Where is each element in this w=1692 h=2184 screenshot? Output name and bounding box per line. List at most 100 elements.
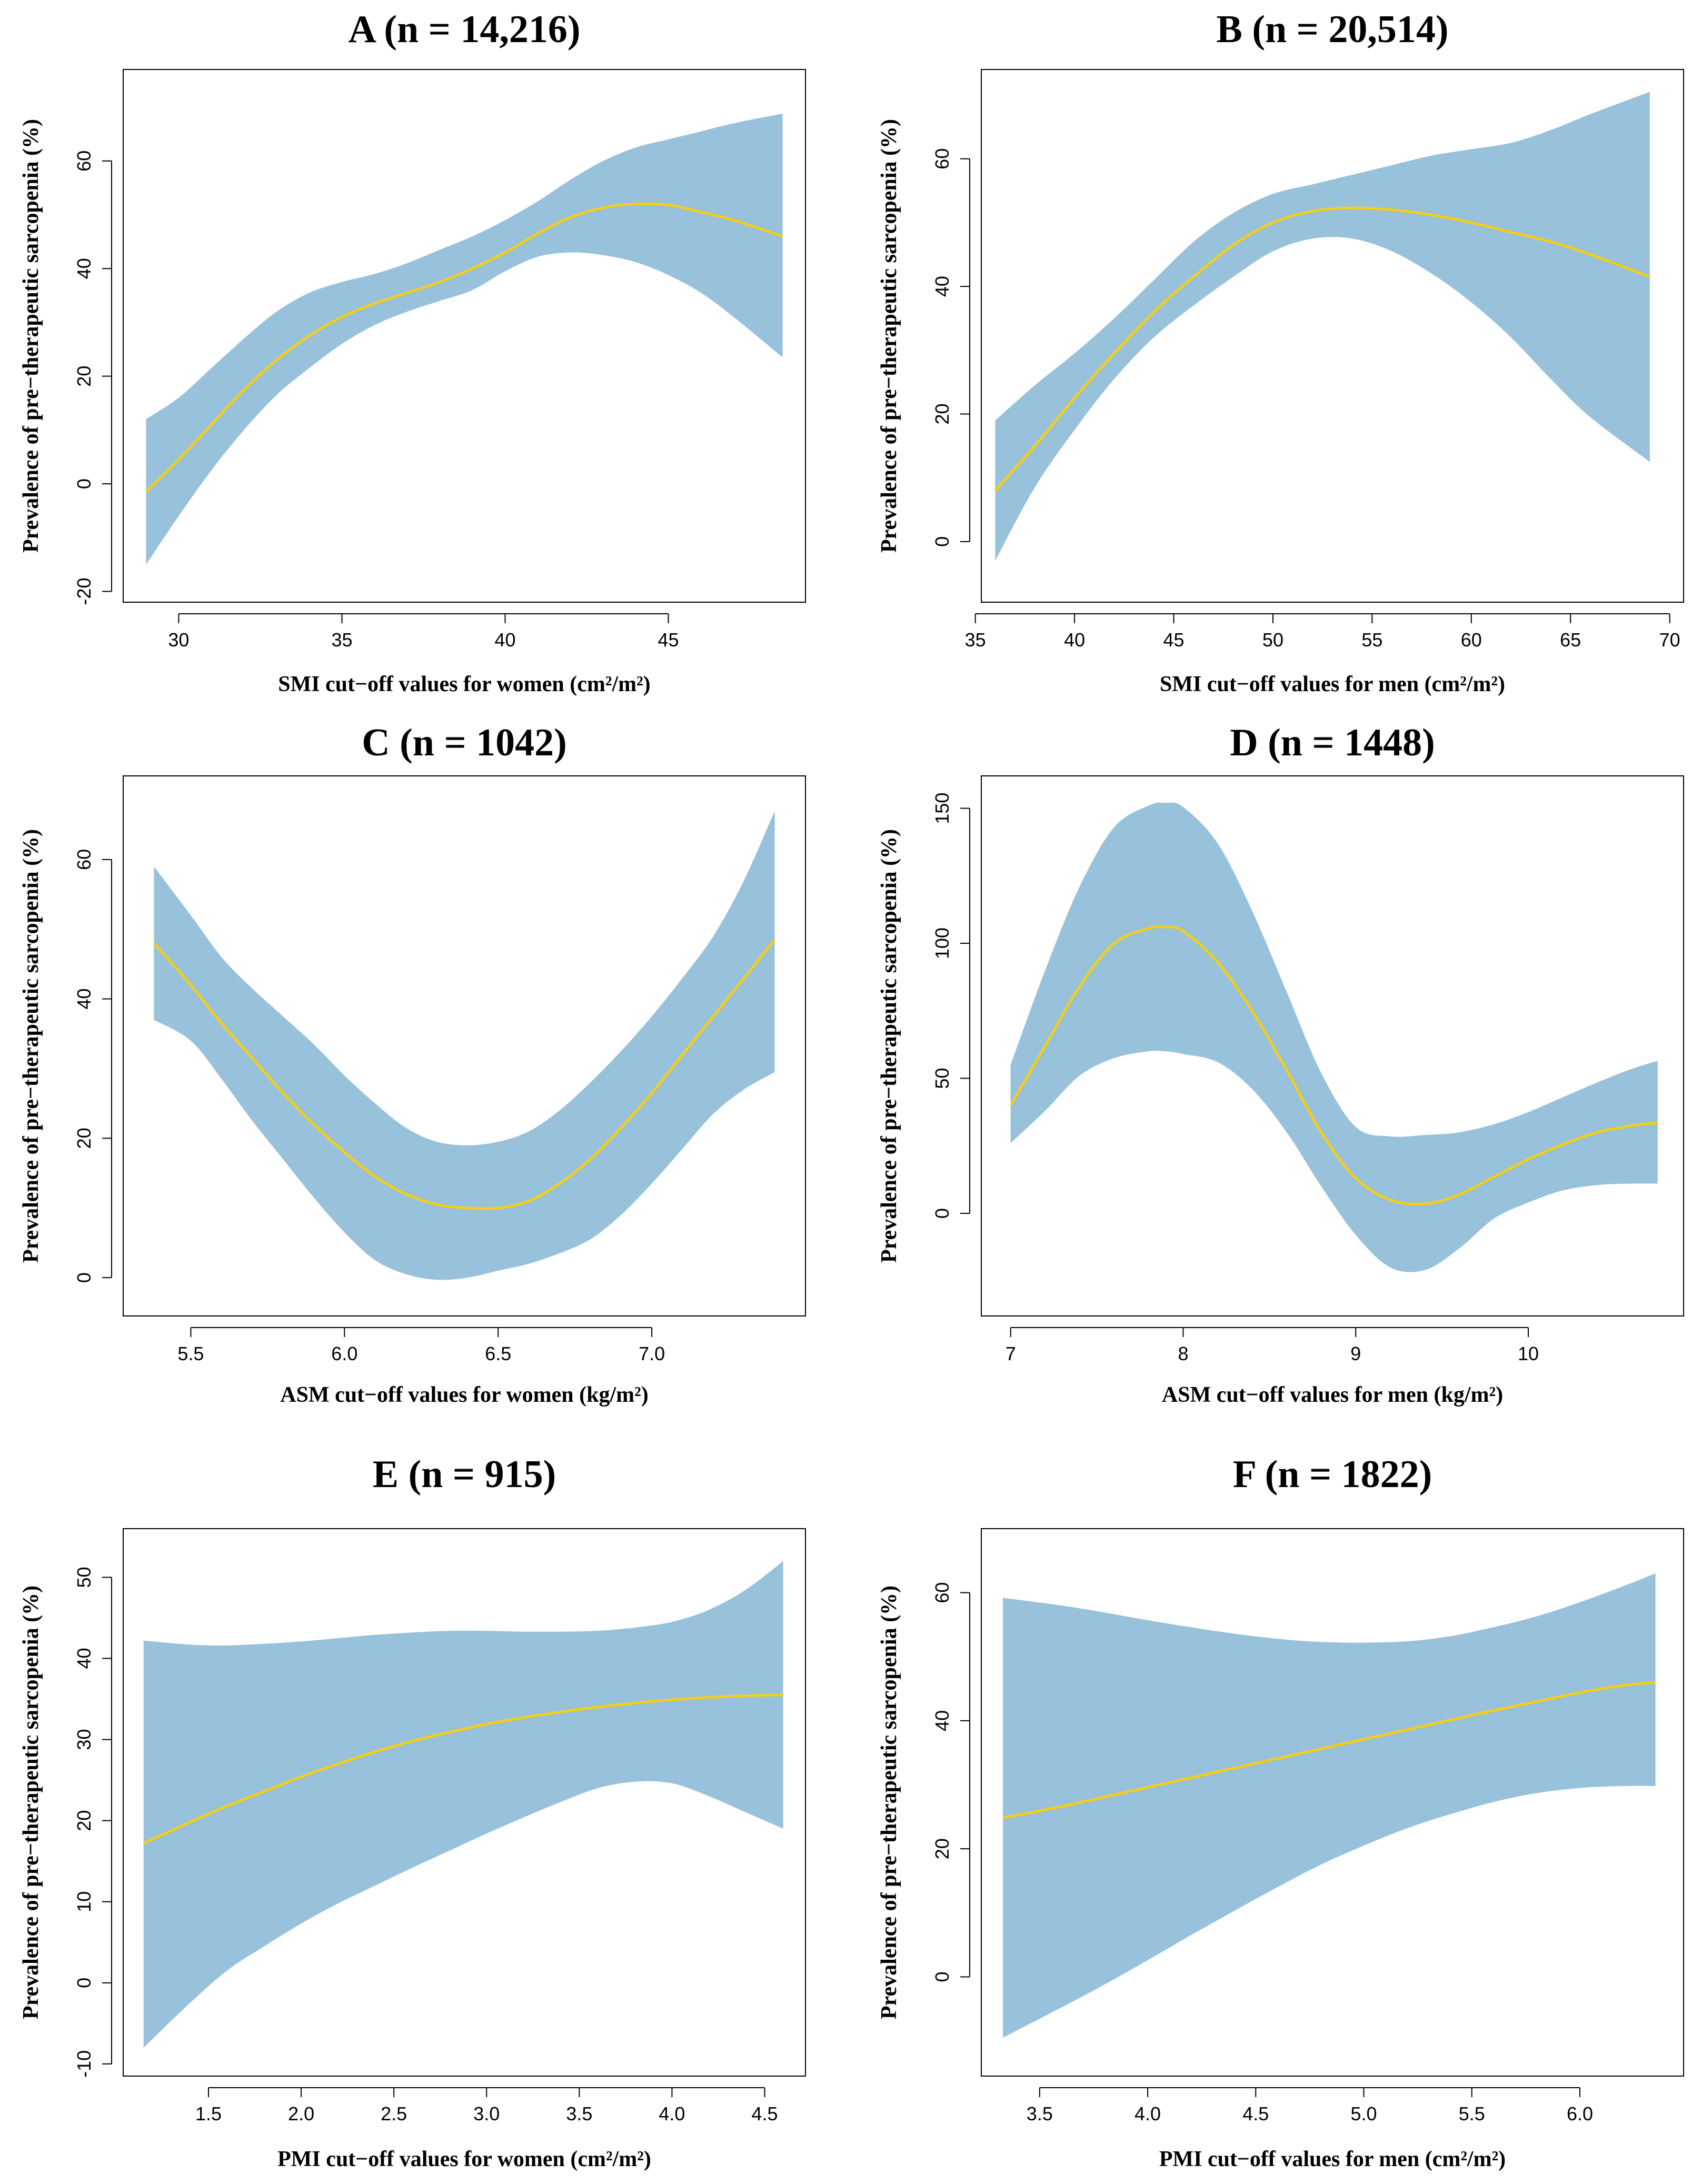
x-tick-label-b-7: 70: [1659, 629, 1680, 651]
chart-panel-a: A (n = 14,216) 30 35 40 45 -20 0 20 40 60 SMI cut−…: [19, 8, 806, 696]
panel-title-f: F (n = 1822): [1233, 1453, 1432, 1496]
fitted-curve-a: [145, 202, 783, 493]
y-tick-label-e-1: 0: [73, 1978, 95, 1988]
x-tick-label-c-0: 5.5: [177, 1343, 204, 1364]
chart-panel-c: C (n = 1042) 5.5 6.0 6.5 7.0 0 20 40 60 ASM cut−o…: [19, 721, 806, 1407]
y-tick-label-e-6: 50: [73, 1567, 95, 1588]
confidence-band-a: [146, 113, 783, 565]
x-tick-label-d-0: 7: [1006, 1343, 1016, 1364]
panel-title-a: A (n = 14,216): [349, 8, 581, 51]
y-axis-label-e: Prevalence of pre−therapeutic sarcopenia…: [19, 1585, 43, 2019]
x-tick-label-b-3: 50: [1262, 629, 1283, 651]
y-tick-label-b-3: 60: [931, 148, 953, 169]
plot-frame-d: [981, 775, 1684, 1317]
x-tick-label-e-4: 3.5: [566, 2103, 592, 2125]
y-tick-label-f-2: 40: [931, 1710, 953, 1731]
x-tick-label-f-1: 4.0: [1134, 2103, 1161, 2125]
x-tick-label-a-0: 30: [168, 629, 189, 651]
y-tick-label-b-2: 40: [931, 276, 953, 297]
plot-frame-f: [981, 1528, 1684, 2077]
plot-frame-c: [123, 775, 806, 1317]
fitted-curve-f: [1002, 1681, 1656, 1820]
x-tick-label-c-1: 6.0: [331, 1343, 357, 1364]
plot-frame-a: [123, 69, 806, 603]
x-tick-label-b-6: 65: [1560, 629, 1581, 651]
confidence-band-d: [1010, 802, 1658, 1272]
chart-panel-f: F (n = 1822) 3.5 4.0 4.5 5.0 5.5 6.0 0 20 40 60 PMI…: [877, 1453, 1684, 2171]
y-tick-label-b-1: 20: [931, 403, 953, 424]
x-axis-label-e: PMI cut−off values for women (cm²/m²): [277, 2147, 651, 2171]
y-tick-label-d-3: 150: [931, 793, 953, 824]
x-tick-label-d-2: 9: [1350, 1343, 1361, 1364]
confidence-band-c: [154, 811, 775, 1280]
confidence-band-f: [1003, 1573, 1656, 2038]
x-tick-label-f-0: 3.5: [1027, 2103, 1053, 2125]
x-tick-label-b-4: 55: [1361, 629, 1382, 651]
x-tick-label-f-2: 4.5: [1242, 2103, 1269, 2125]
y-axis-label-b: Prevalence of pre−therapeutic sarcopenia…: [877, 119, 901, 553]
y-tick-label-a-0: -20: [73, 578, 95, 605]
y-axis-label-a: Prevalence of pre−therapeutic sarcopenia…: [19, 119, 43, 553]
y-tick-label-d-0: 0: [931, 1208, 953, 1219]
y-tick-label-d-2: 100: [931, 928, 953, 959]
x-axis-label-d: ASM cut−off values for men (kg/m²): [1162, 1383, 1503, 1407]
x-axis-label-c: ASM cut−off values for women (kg/m²): [280, 1383, 649, 1407]
x-tick-label-a-3: 45: [658, 629, 679, 651]
y-tick-label-d-1: 50: [931, 1068, 953, 1089]
chart-panel-e: E (n = 915) 1.5 2.0 2.5 3.0 3.5 4.0 4.5 -10 0 10 20…: [19, 1453, 806, 2171]
fitted-curve-b: [994, 206, 1650, 492]
confidence-band-b: [995, 92, 1650, 561]
y-tick-label-c-1: 20: [73, 1128, 95, 1149]
y-tick-label-e-5: 40: [73, 1648, 95, 1669]
x-tick-label-b-0: 35: [965, 629, 986, 651]
x-tick-label-b-1: 40: [1064, 629, 1085, 651]
x-tick-label-f-5: 6.0: [1567, 2103, 1593, 2125]
x-tick-label-a-1: 35: [331, 629, 352, 651]
x-tick-label-c-2: 6.5: [485, 1343, 511, 1364]
panel-title-e: E (n = 915): [373, 1453, 556, 1496]
y-tick-label-b-0: 0: [931, 536, 953, 547]
x-tick-label-d-3: 10: [1518, 1343, 1539, 1364]
x-tick-label-c-3: 7.0: [639, 1343, 665, 1364]
y-tick-label-c-3: 60: [73, 849, 95, 870]
chart-panel-b: B (n = 20,514) 35 40 45 50 55 60 65 70 0 20 40 60 SMI…: [877, 8, 1684, 696]
plot-frame-b: [981, 69, 1684, 603]
panel-title-d: D (n = 1448): [1230, 721, 1435, 764]
confidence-band-e: [143, 1561, 783, 2048]
y-tick-label-a-2: 20: [73, 366, 95, 387]
x-tick-label-e-1: 2.0: [288, 2103, 314, 2125]
y-axis-label-c: Prevalence of pre−therapeutic sarcopenia…: [19, 829, 43, 1263]
y-axis-label-f: Prevalence of pre−therapeutic sarcopenia…: [877, 1585, 901, 2019]
y-tick-label-c-2: 40: [73, 989, 95, 1010]
x-tick-label-e-0: 1.5: [195, 2103, 222, 2125]
x-tick-label-e-6: 4.5: [751, 2103, 778, 2125]
x-tick-label-b-5: 60: [1461, 629, 1482, 651]
plot-frame-e: [123, 1528, 806, 2077]
y-axis-label-d: Prevalence of pre−therapeutic sarcopenia…: [877, 829, 901, 1263]
panel-title-b: B (n = 20,514): [1217, 8, 1449, 51]
x-tick-label-d-1: 8: [1178, 1343, 1188, 1364]
x-axis-label-a: SMI cut−off values for women (cm²/m²): [278, 672, 650, 696]
x-axis-label-b: SMI cut−off values for men (cm²/m²): [1160, 672, 1505, 696]
y-tick-label-f-0: 0: [931, 1971, 953, 1982]
x-tick-label-f-3: 5.0: [1350, 2103, 1377, 2125]
y-tick-label-a-1: 0: [73, 478, 95, 489]
y-tick-label-e-4: 30: [73, 1729, 95, 1750]
fitted-curve-e: [143, 1693, 783, 1845]
y-tick-label-f-1: 20: [931, 1838, 953, 1859]
x-tick-label-f-4: 5.5: [1459, 2103, 1485, 2125]
y-tick-label-a-3: 40: [73, 258, 95, 279]
y-tick-label-e-2: 10: [73, 1891, 95, 1912]
y-tick-label-f-3: 60: [931, 1582, 953, 1603]
x-tick-label-e-5: 4.0: [659, 2103, 685, 2125]
y-tick-label-a-4: 60: [73, 151, 95, 172]
fitted-curve-d: [1009, 925, 1658, 1206]
x-tick-label-a-2: 40: [494, 629, 515, 651]
panel-title-c: C (n = 1042): [362, 721, 567, 764]
fitted-curve-c: [153, 939, 776, 1210]
x-tick-label-b-2: 45: [1163, 629, 1185, 651]
y-tick-label-e-0: -10: [73, 2050, 95, 2078]
x-axis-label-f: PMI cut−off values for men (cm²/m²): [1159, 2147, 1506, 2171]
